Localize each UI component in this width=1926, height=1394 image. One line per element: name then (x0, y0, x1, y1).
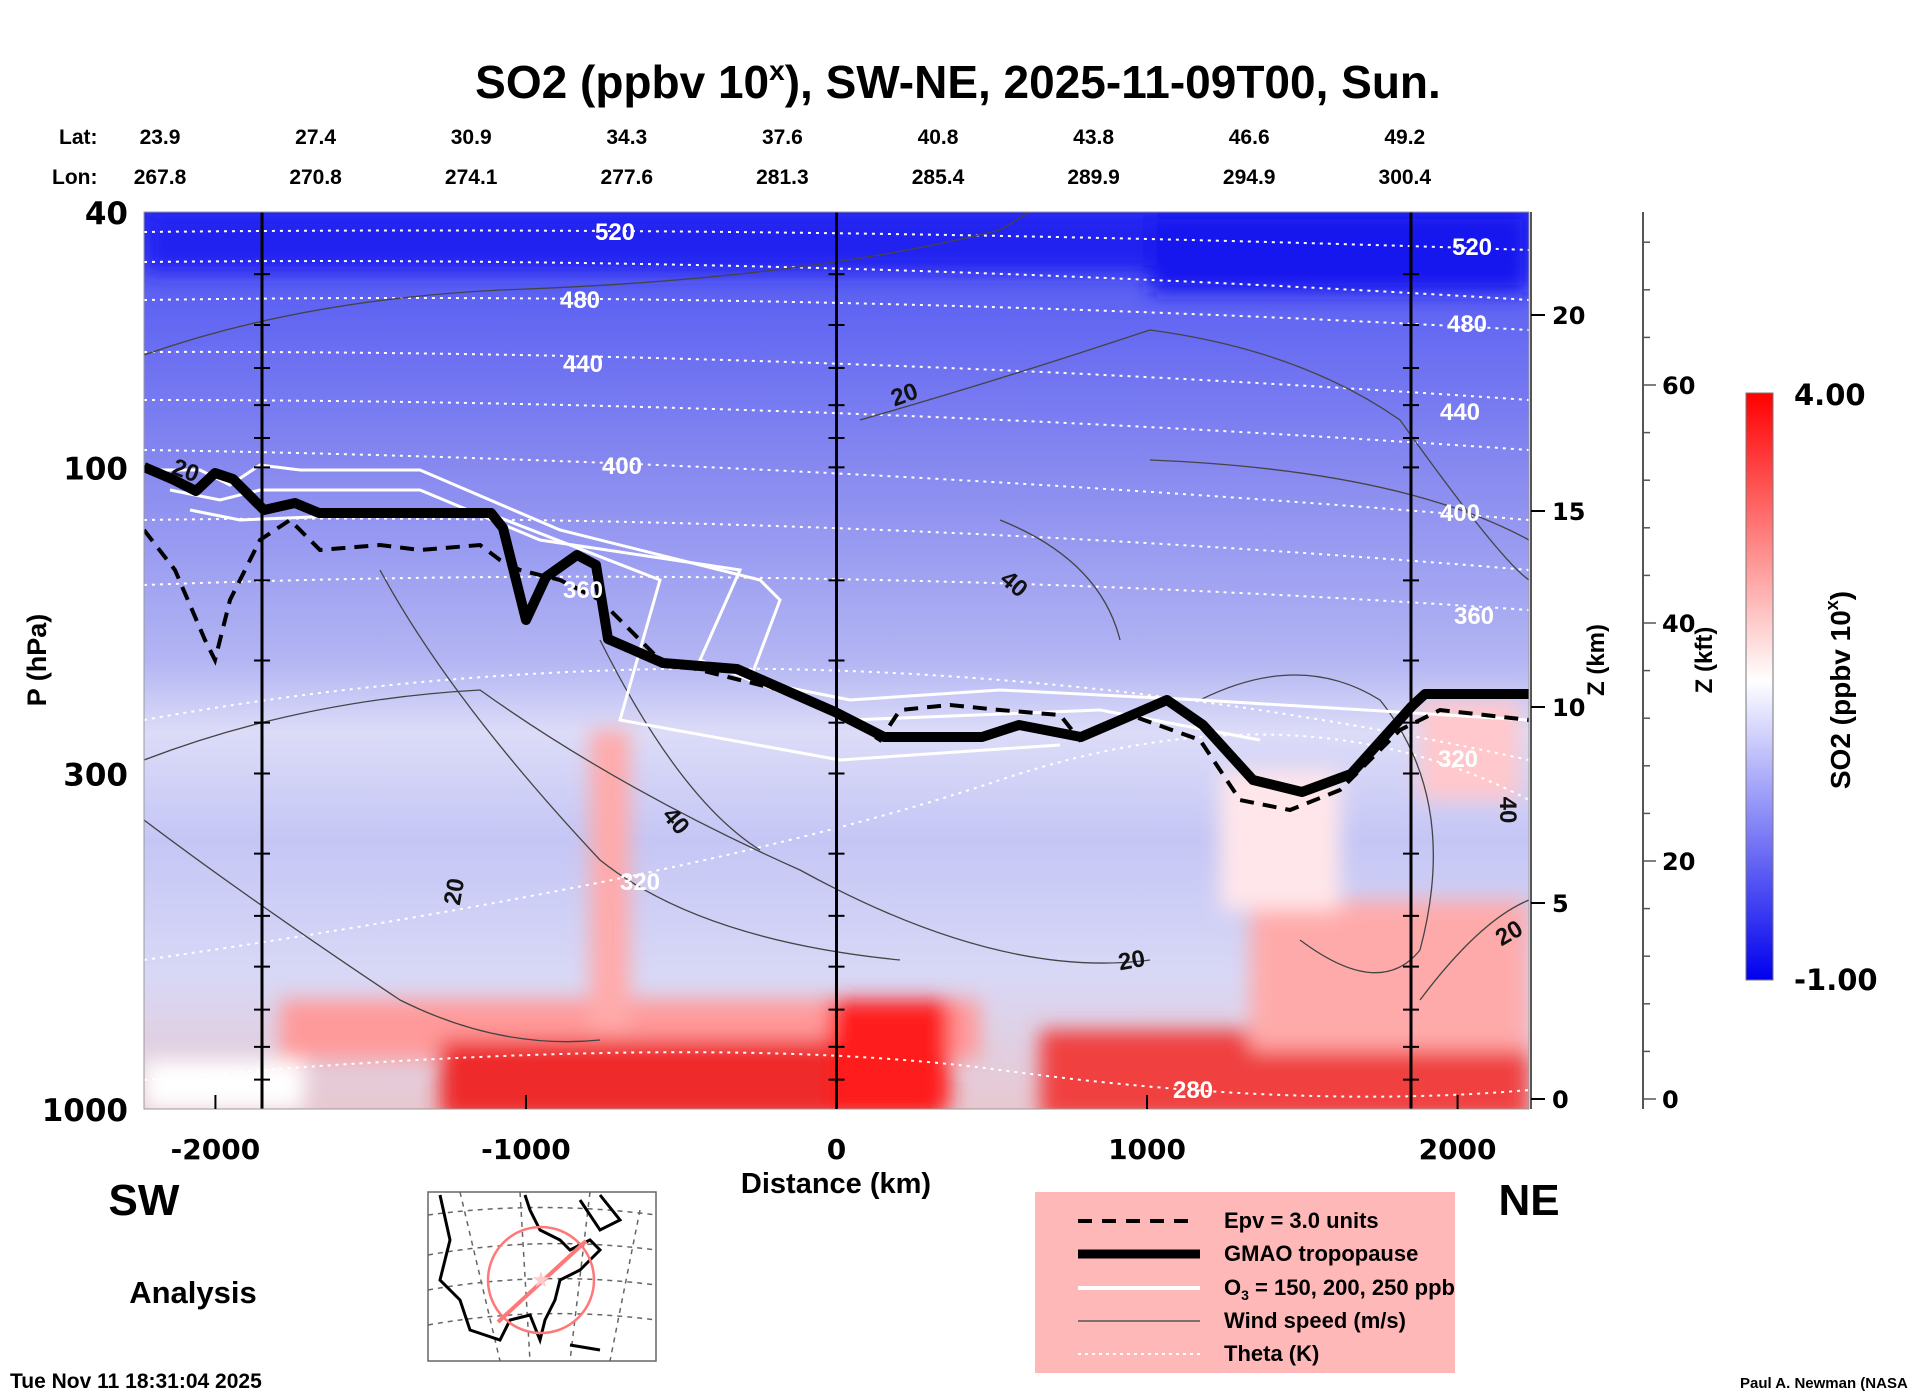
lat-value: 34.3 (606, 126, 647, 149)
theta-label: 280 (1173, 1077, 1213, 1104)
zkm-tick-label: 5 (1552, 890, 1569, 918)
lon-value: 277.6 (601, 166, 654, 189)
lon-value: 289.9 (1067, 166, 1120, 189)
lon-value: 267.8 (134, 166, 187, 189)
theta-contours (144, 229, 1529, 1098)
x-tick-label: -2000 (171, 1133, 261, 1166)
colorbar-min-label: -1.00 (1794, 963, 1878, 997)
theta-label: 400 (602, 453, 642, 480)
y-tick-label: 1000 (42, 1093, 128, 1129)
colorbar-max-label: 4.00 (1794, 378, 1866, 412)
theta-label: 520 (595, 219, 635, 246)
theta-label: 400 (1440, 500, 1480, 527)
zkft-tick-label: 60 (1662, 372, 1695, 400)
direction-sw: SW (109, 1176, 180, 1225)
lat-value: 46.6 (1229, 126, 1270, 149)
theta-label: 440 (1440, 399, 1480, 426)
lat-value: 30.9 (451, 126, 492, 149)
theta-label: 520 (1452, 234, 1492, 261)
wind-label: 20 (1116, 945, 1147, 976)
colorbar-label: SO2 (ppbv 10x) (1822, 591, 1856, 789)
direction-ne: NE (1498, 1176, 1559, 1225)
lon-label: Lon: (52, 166, 97, 189)
colorbar (1745, 392, 1774, 981)
y-tick-label: 40 (85, 196, 128, 232)
x-axis: -2000 -1000 0 1000 2000 (171, 1095, 1497, 1166)
lon-value: 294.9 (1223, 166, 1276, 189)
so2-field: 520480440400360320280520480440400360320 … (144, 212, 1529, 1109)
x-tick-label: 1000 (1108, 1133, 1186, 1166)
theta-labels: 520 480 440 400 360 320 280 520 480 440 400 360 320 (560, 219, 1494, 1104)
theta-label: 480 (1447, 311, 1487, 338)
star-icon: ★ (531, 1267, 551, 1292)
lon-value: 270.8 (289, 166, 342, 189)
lon-value: 285.4 (912, 166, 965, 189)
theta-label: 360 (563, 577, 603, 604)
location-minimap: ★ (427, 1191, 657, 1362)
theta-label: 320 (1438, 746, 1478, 773)
theta-label: 480 (560, 287, 600, 314)
x-axis-label: Distance (km) (741, 1168, 931, 1200)
lat-value: 43.8 (1073, 126, 1114, 149)
timestamp: Tue Nov 11 18:31:04 2025 (10, 1370, 262, 1393)
analysis-label: Analysis (129, 1275, 257, 1310)
lat-value: 23.9 (140, 126, 181, 149)
y-axis-zkm: 0 5 10 15 20 (1530, 212, 1585, 1114)
y-tick-label: 100 (63, 451, 128, 487)
zkm-axis-label: Z (km) (1583, 624, 1610, 696)
lon-value: 281.3 (756, 166, 809, 189)
wind-speed-contours (144, 212, 1529, 1043)
zkft-axis-label: Z (kft) (1691, 627, 1718, 694)
y-axis-pressure: 40 100 300 1000 (42, 196, 128, 1129)
chart-title: SO2 (ppbv 10x), SW-NE, 2025-11-09T00, Su… (475, 55, 1441, 108)
legend-label-ozone: O3 = 150, 200, 250 ppb (1224, 1275, 1455, 1303)
x-tick-label: 0 (827, 1133, 846, 1166)
credit: Paul A. Newman (NASA (1740, 1375, 1908, 1392)
x-tick-label: 2000 (1419, 1133, 1497, 1166)
lat-value: 27.4 (295, 126, 336, 149)
theta-label: 440 (563, 351, 603, 378)
coastline (438, 1194, 623, 1352)
lat-value: 37.6 (762, 126, 803, 149)
legend-label-tropopause: GMAO tropopause (1224, 1241, 1418, 1266)
legend: Epv = 3.0 units GMAO tropopause O3 = 150… (1035, 1192, 1455, 1373)
zkm-tick-label: 0 (1552, 1086, 1569, 1114)
x-tick-label: -1000 (481, 1133, 571, 1166)
legend-label-epv: Epv = 3.0 units (1224, 1208, 1379, 1233)
y-axis-label: P (hPa) (22, 614, 52, 707)
zkm-tick-label: 10 (1552, 694, 1585, 722)
lon-value: 300.4 (1379, 166, 1432, 189)
lon-value: 274.1 (445, 166, 498, 189)
theta-label: 360 (1454, 603, 1494, 630)
legend-label-theta: Theta (K) (1224, 1341, 1319, 1366)
y-axis-zkft: 0 20 40 60 (1642, 212, 1695, 1114)
theta-label: 320 (620, 869, 660, 896)
lat-lon-header: Lat: Lon: 23.9 267.8 27.4 270.8 30.9 274.1 34.… (52, 126, 1431, 189)
zkft-tick-label: 40 (1662, 610, 1695, 638)
wind-label: 20 (439, 876, 470, 907)
zkft-tick-label: 20 (1662, 848, 1695, 876)
zkm-tick-label: 15 (1552, 498, 1585, 526)
y-tick-label: 300 (63, 757, 128, 793)
lat-value: 49.2 (1384, 126, 1425, 149)
zkm-tick-label: 20 (1552, 302, 1585, 330)
lat-label: Lat: (59, 126, 98, 149)
section-markers (254, 212, 1419, 1109)
tropopause-line (144, 462, 1529, 797)
zkft-tick-label: 0 (1662, 1086, 1679, 1114)
wind-label: 40 (1494, 797, 1521, 824)
lat-value: 40.8 (918, 126, 959, 149)
legend-label-wind: Wind speed (m/s) (1224, 1308, 1406, 1333)
